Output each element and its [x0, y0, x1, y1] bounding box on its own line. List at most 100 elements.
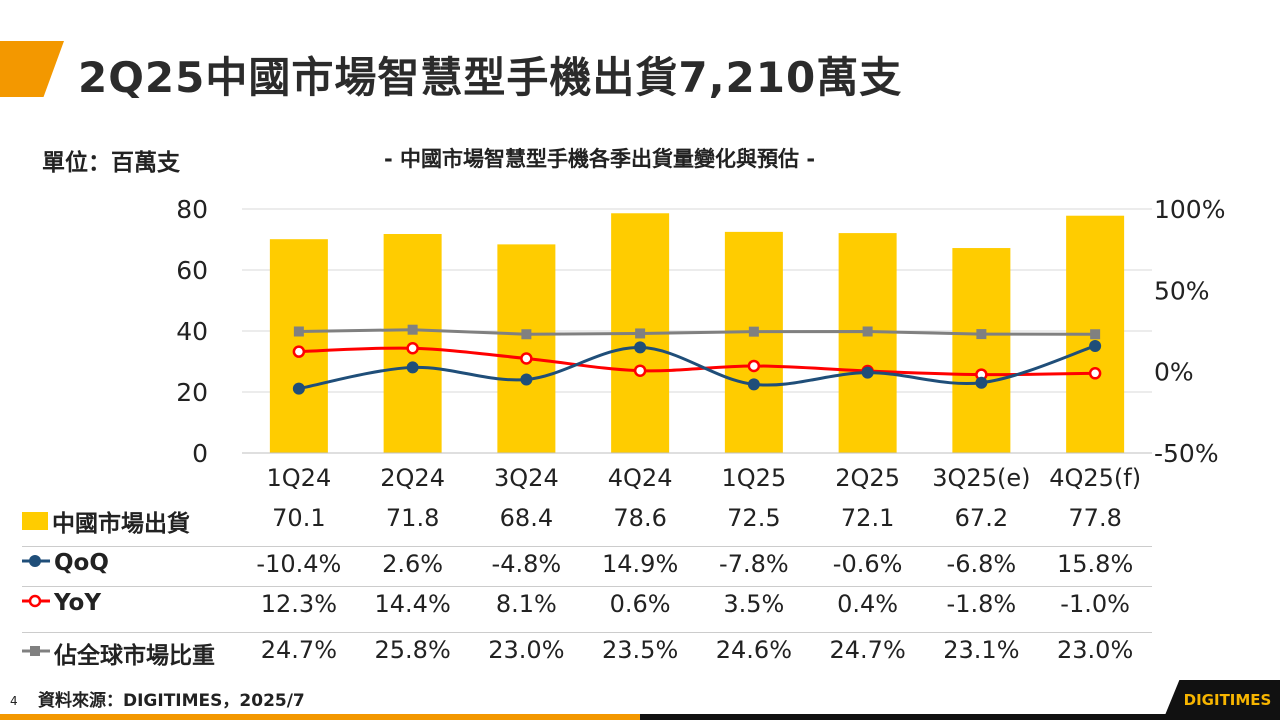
chart-title: - 中國市場智慧型手機各季出貨量變化與預估 -	[384, 147, 816, 171]
table-cell: 24.6%	[715, 636, 792, 664]
legend-entry: YoY	[22, 590, 101, 616]
x-axis-tick: 2Q24	[380, 464, 445, 492]
yoy-marker	[633, 364, 647, 377]
page-number: 4	[10, 694, 18, 708]
table-cell: 72.5	[727, 504, 781, 532]
share-marker	[635, 328, 646, 339]
right-axis-tick: 0%	[1154, 358, 1194, 387]
table-cell: 71.8	[385, 504, 440, 532]
qoq-marker	[747, 378, 760, 391]
legend-line-icon	[22, 590, 50, 616]
table-cell: 67.2	[954, 504, 1009, 532]
right-axis-tick: 100%	[1154, 195, 1225, 224]
bar-3Q24	[497, 244, 556, 453]
share-marker	[293, 326, 304, 337]
source-note: 資料來源：DIGITIMES，2025/7	[38, 691, 305, 711]
qoq-marker	[406, 361, 419, 374]
unit-label: 單位：百萬支	[42, 150, 180, 176]
footer-bar	[0, 714, 640, 720]
table-row: QoQ -10.4% 2.6% -4.8% 14.9% -7.8% -0.6% -6.8% 15…	[0, 550, 1150, 590]
right-axis-tick: 50%	[1154, 276, 1210, 305]
table-cell: 23.5%	[602, 636, 679, 664]
table-cell: 23.1%	[943, 636, 1020, 664]
table-cell: 0.6%	[609, 590, 671, 618]
qoq-marker	[975, 376, 988, 389]
qoq-marker	[292, 382, 305, 395]
share-marker	[407, 324, 418, 335]
yoy-marker	[292, 345, 306, 358]
share-marker	[862, 326, 873, 337]
right-axis-tick: -50%	[1154, 439, 1219, 468]
table-cell: -1.8%	[946, 590, 1017, 618]
x-axis-tick: 1Q24	[267, 464, 332, 492]
table-cell: 25.8%	[374, 636, 451, 664]
yoy-marker	[747, 359, 761, 373]
legend-label: 中國市場出貨	[52, 511, 190, 537]
row-divider	[22, 632, 1152, 633]
yoy-marker	[1088, 367, 1102, 380]
page-title: 2Q25中國市場智慧型手機出貨7,210萬支	[78, 53, 903, 102]
table-cell: -1.0%	[1060, 590, 1130, 618]
x-axis-tick: 1Q25	[722, 464, 787, 492]
left-axis-tick: 60	[176, 256, 208, 285]
x-axis-tick: 3Q24	[494, 464, 559, 492]
table-cell: 0.4%	[837, 590, 899, 618]
table-cell: 77.8	[1068, 504, 1122, 532]
table-cell: 78.6	[613, 504, 667, 532]
legend-entry: 中國市場出貨	[22, 504, 190, 538]
x-axis-tick: 4Q25(f)	[1049, 464, 1141, 492]
x-axis-tick: 2Q25	[835, 464, 900, 492]
table-row: 中國市場出貨 70.1 71.8 68.4 78.6 72.5 72.1 67.2 77.8	[0, 504, 1150, 544]
x-axis-tick: 4Q24	[608, 464, 673, 492]
table-cell: -6.8%	[946, 550, 1017, 578]
table-cell: 24.7%	[829, 636, 906, 664]
table-row: YoY 12.3% 14.4% 8.1% 0.6% 3.5% 0.4% -1.8% -1.0%	[0, 590, 1150, 630]
table-cell: 14.4%	[374, 590, 451, 618]
bar-3Q25(e)	[952, 248, 1011, 453]
series-line-1	[298, 344, 1096, 391]
legend-entry: QoQ	[22, 550, 109, 576]
share-marker	[521, 329, 532, 340]
legend-label: QoQ	[54, 550, 109, 576]
bar-2Q25	[838, 233, 897, 453]
share-marker	[1090, 329, 1101, 340]
table-cell: 72.1	[840, 504, 895, 532]
qoq-marker	[634, 341, 647, 354]
legend-entry: 佔全球市場比重	[22, 636, 215, 670]
legend-line-icon	[22, 550, 50, 576]
yoy-marker	[406, 341, 419, 355]
legend-label: 佔全球市場比重	[54, 643, 215, 669]
left-axis-tick: 80	[176, 195, 208, 224]
digitimes-logo: DIGITIMES	[1163, 680, 1280, 720]
left-axis-tick: 0	[192, 439, 208, 468]
table-cell: 3.5%	[723, 590, 785, 618]
qoq-marker	[861, 366, 874, 379]
qoq-marker	[1089, 339, 1102, 352]
row-divider	[22, 586, 1152, 587]
table-cell: 70.1	[272, 504, 326, 532]
series-line-2	[298, 346, 1096, 377]
yoy-marker	[520, 352, 533, 365]
table-cell: 12.3%	[260, 590, 337, 618]
share-marker	[976, 329, 987, 340]
table-cell: -0.6%	[832, 550, 903, 578]
table-cell: 23.0%	[488, 636, 565, 664]
table-cell: -4.8%	[491, 550, 562, 578]
table-row: 佔全球市場比重 24.7% 25.8% 23.0% 23.5% 24.6% 24.7% 23.…	[0, 636, 1150, 676]
qoq-marker	[520, 373, 533, 386]
footer-bar-dark	[640, 714, 1280, 720]
share-marker	[748, 326, 759, 337]
table-cell: 24.7%	[260, 636, 337, 664]
bar-1Q25	[724, 231, 783, 453]
table-cell: 2.6%	[382, 550, 444, 578]
x-axis-tick: 3Q25(e)	[932, 464, 1030, 492]
table-cell: 15.8%	[1057, 550, 1134, 578]
left-axis-tick: 20	[176, 378, 208, 407]
left-axis-tick: 40	[176, 317, 208, 346]
series-line-3	[298, 328, 1096, 336]
row-divider	[22, 546, 1152, 547]
table-cell: -7.8%	[719, 550, 789, 578]
table-cell: 23.0%	[1057, 636, 1134, 664]
legend-label: YoY	[54, 590, 101, 616]
